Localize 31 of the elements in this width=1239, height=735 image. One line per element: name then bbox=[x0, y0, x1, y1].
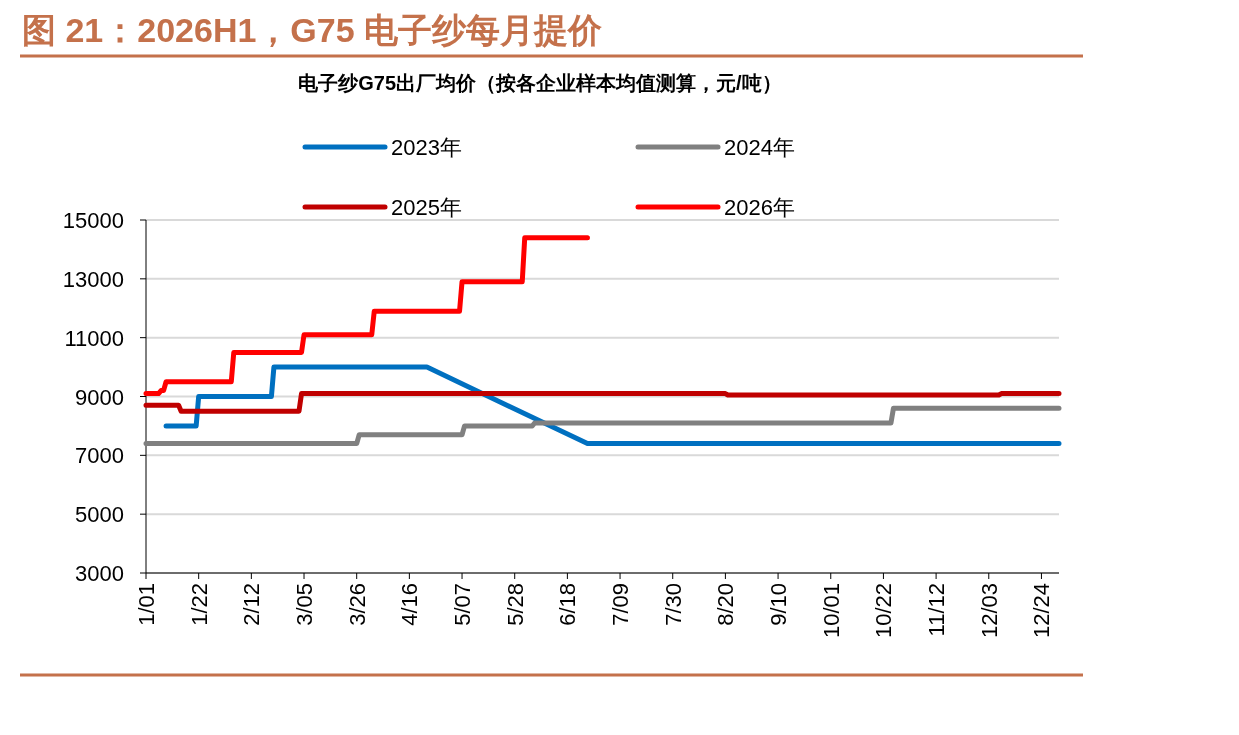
x-tick-label: 1/22 bbox=[186, 583, 212, 626]
chart-title: 图 21：2026H1，G75 电子纱每月提价 bbox=[22, 11, 604, 49]
y-tick-label: 9000 bbox=[75, 384, 124, 410]
x-tick-label: 6/18 bbox=[555, 583, 581, 626]
y-tick-label: 13000 bbox=[62, 266, 124, 292]
legend-label: 2026年 bbox=[724, 195, 795, 220]
legend-label: 2023年 bbox=[391, 135, 462, 160]
x-tick-label: 4/16 bbox=[397, 583, 423, 626]
x-tick-label: 9/10 bbox=[766, 583, 792, 626]
x-tick-label: 5/28 bbox=[502, 583, 528, 626]
y-tick-label: 3000 bbox=[75, 561, 124, 586]
x-tick-label: 8/20 bbox=[713, 583, 739, 626]
x-tick-label: 10/22 bbox=[871, 583, 897, 639]
x-tick-label: 12/24 bbox=[1029, 583, 1055, 639]
x-tick-label: 12/03 bbox=[976, 583, 1002, 639]
x-tick-label: 7/09 bbox=[608, 583, 634, 626]
legend-label: 2024年 bbox=[724, 135, 795, 160]
chart-subtitle: 电子纱G75出厂均价（按各企业样本均值测算，元/吨） bbox=[298, 72, 782, 94]
y-tick-label: 15000 bbox=[62, 208, 124, 233]
y-tick-label: 7000 bbox=[75, 443, 124, 469]
x-tick-label: 2/12 bbox=[239, 583, 265, 626]
x-tick-label: 3/26 bbox=[344, 583, 370, 626]
legend-label: 2025年 bbox=[391, 195, 462, 220]
x-tick-label: 3/05 bbox=[292, 583, 318, 626]
x-tick-label: 11/12 bbox=[924, 583, 950, 637]
x-tick-label: 5/07 bbox=[450, 583, 476, 626]
x-tick-label: 10/01 bbox=[818, 583, 844, 639]
x-tick-label: 1/01 bbox=[134, 583, 159, 626]
y-tick-label: 11000 bbox=[64, 325, 124, 351]
y-tick-label: 5000 bbox=[75, 502, 124, 528]
x-tick-label: 7/30 bbox=[660, 583, 686, 626]
